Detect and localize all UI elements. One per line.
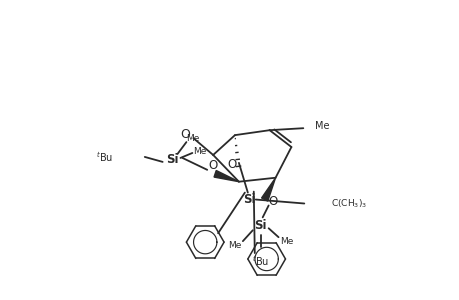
Text: Si: Si xyxy=(243,193,256,206)
Text: $^t$Bu: $^t$Bu xyxy=(96,150,113,164)
Text: Me: Me xyxy=(228,241,241,250)
Text: Si: Si xyxy=(254,219,266,232)
Text: Si: Si xyxy=(166,153,179,167)
Text: Me: Me xyxy=(279,237,292,246)
Text: O: O xyxy=(268,195,277,208)
Polygon shape xyxy=(261,178,275,201)
Text: O: O xyxy=(227,158,236,171)
Polygon shape xyxy=(213,170,238,182)
Text: $^t$Bu: $^t$Bu xyxy=(252,254,269,268)
Text: O: O xyxy=(180,128,190,141)
Text: Me: Me xyxy=(314,121,329,131)
Text: C(CH$_3$)$_3$: C(CH$_3$)$_3$ xyxy=(330,197,367,210)
Text: Me: Me xyxy=(185,134,199,142)
Text: O: O xyxy=(208,159,217,172)
Text: Me: Me xyxy=(193,148,207,157)
